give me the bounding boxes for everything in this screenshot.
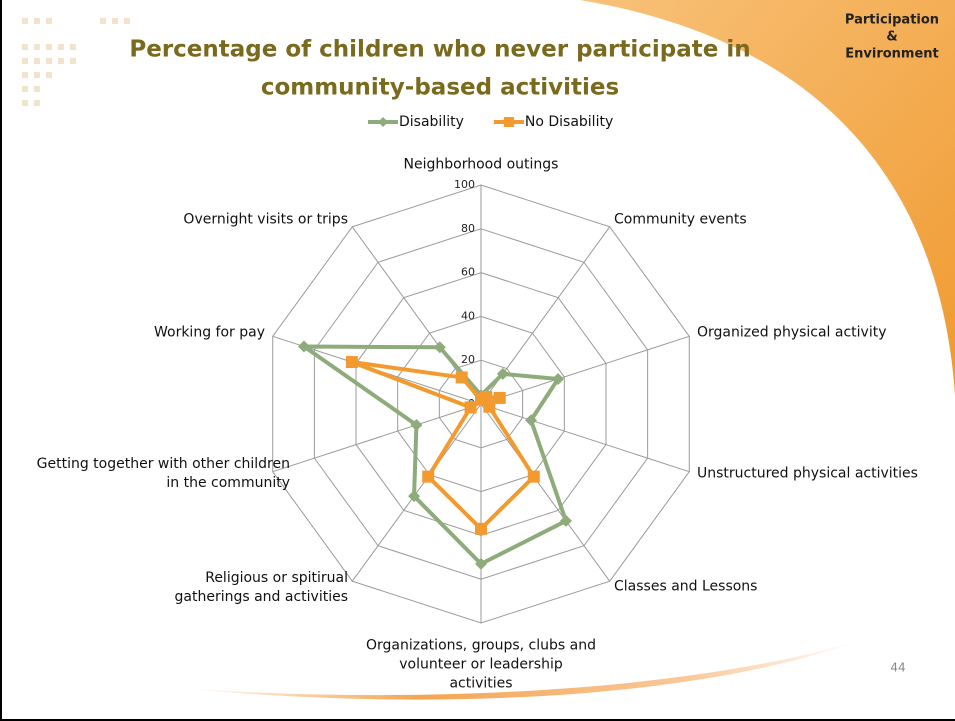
legend-label: No Disability [525, 114, 613, 130]
marker [493, 391, 506, 404]
category-label: Working for pay [153, 324, 265, 341]
spoke [351, 403, 482, 582]
spoke [480, 403, 611, 582]
legend-label: Disability [399, 114, 464, 130]
marker [483, 400, 496, 413]
marker [559, 514, 572, 527]
marker [345, 356, 358, 369]
marker [475, 557, 487, 570]
r-tick-label: 60 [461, 266, 475, 279]
marker [527, 470, 540, 483]
marker [433, 341, 446, 354]
r-tick-label: 80 [461, 222, 475, 235]
marker [408, 490, 421, 503]
section-tag: Participation [845, 13, 939, 28]
marker [475, 522, 487, 535]
marker [552, 372, 565, 385]
r-tick-label: 20 [461, 353, 475, 366]
category-label: Classes and Lessons [614, 578, 758, 595]
r-tick-label: 40 [461, 309, 475, 322]
marker [297, 340, 310, 353]
series-line [349, 360, 536, 531]
category-label: Community events [614, 211, 747, 228]
category-label: Unstructured physical activities [697, 465, 918, 482]
category-label: Getting together with other children in … [36, 456, 290, 491]
spoke [272, 403, 482, 473]
marker [480, 390, 493, 403]
category-label: Overnight visits or trips [183, 211, 348, 228]
spoke [480, 335, 690, 405]
section-tag: & [886, 30, 897, 45]
marker [455, 371, 468, 384]
chart-title: community-based activities [261, 75, 619, 101]
marker [464, 401, 477, 414]
category-label: Neighborhood outings [403, 156, 559, 173]
spoke [480, 403, 690, 473]
marker [422, 470, 435, 483]
marker [410, 418, 423, 431]
section-tag: Environment [845, 47, 939, 62]
bottom-swoosh [180, 640, 860, 700]
category-label: Organizations, groups, clubs and volunte… [366, 637, 596, 692]
category-label: Religious or spitirual gatherings and ac… [174, 570, 349, 605]
page-number: 44 [890, 661, 905, 675]
legend-marker [503, 117, 514, 127]
dot-pattern [22, 18, 130, 106]
series-line [301, 344, 568, 566]
r-tick-label: 100 [454, 178, 475, 191]
legend-marker [378, 117, 388, 127]
corner-swoosh [580, 0, 955, 395]
marker [524, 414, 537, 427]
chart-title: Percentage of children who never partici… [129, 37, 750, 63]
marker [496, 367, 509, 380]
category-label: Organized physical activity [697, 324, 887, 341]
